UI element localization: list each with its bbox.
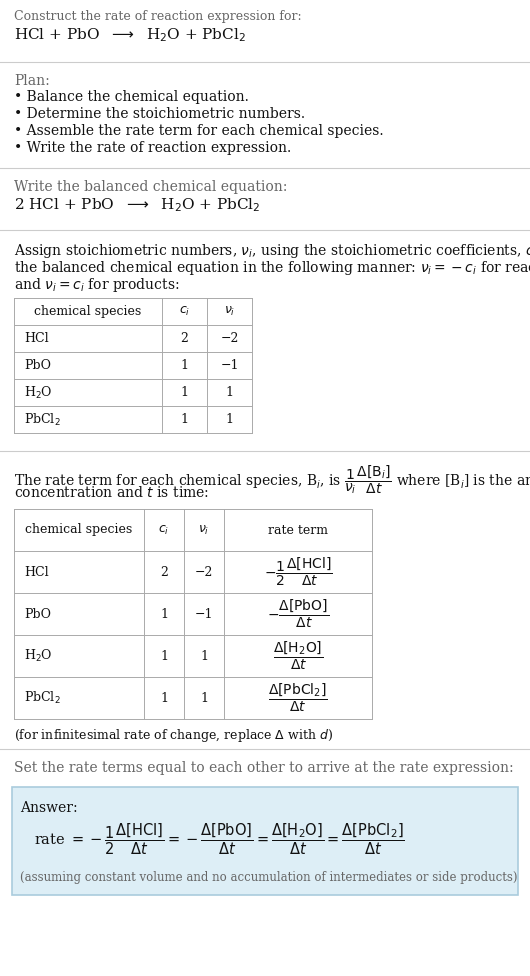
Text: $\nu_i$: $\nu_i$ <box>198 523 210 537</box>
Text: (assuming constant volume and no accumulation of intermediates or side products): (assuming constant volume and no accumul… <box>20 871 517 884</box>
Text: H$_2$O: H$_2$O <box>24 648 52 664</box>
Text: PbO: PbO <box>24 607 51 621</box>
Text: PbCl$_2$: PbCl$_2$ <box>24 412 61 427</box>
Text: H$_2$O: H$_2$O <box>24 385 52 400</box>
Text: • Determine the stoichiometric numbers.: • Determine the stoichiometric numbers. <box>14 107 305 121</box>
Text: 1: 1 <box>181 413 189 426</box>
Text: −1: −1 <box>220 359 238 372</box>
Text: $\dfrac{\Delta[\mathrm{PbCl_2}]}{\Delta t}$: $\dfrac{\Delta[\mathrm{PbCl_2}]}{\Delta … <box>268 682 328 714</box>
Text: HCl: HCl <box>24 565 49 579</box>
Text: 2: 2 <box>160 565 168 579</box>
Text: 1: 1 <box>160 649 168 663</box>
Text: • Write the rate of reaction expression.: • Write the rate of reaction expression. <box>14 141 292 155</box>
Text: 1: 1 <box>200 649 208 663</box>
Text: Write the balanced chemical equation:: Write the balanced chemical equation: <box>14 180 287 194</box>
Text: $-\dfrac{\Delta[\mathrm{PbO}]}{\Delta t}$: $-\dfrac{\Delta[\mathrm{PbO}]}{\Delta t}… <box>267 598 329 630</box>
Text: 1: 1 <box>225 413 234 426</box>
Text: PbCl$_2$: PbCl$_2$ <box>24 690 61 706</box>
Text: 1: 1 <box>160 607 168 621</box>
Text: • Assemble the rate term for each chemical species.: • Assemble the rate term for each chemic… <box>14 124 384 138</box>
Text: 1: 1 <box>160 692 168 705</box>
Text: Set the rate terms equal to each other to arrive at the rate expression:: Set the rate terms equal to each other t… <box>14 761 514 775</box>
Text: rate term: rate term <box>268 523 328 537</box>
Text: 1: 1 <box>181 359 189 372</box>
Text: Construct the rate of reaction expression for:: Construct the rate of reaction expressio… <box>14 10 302 23</box>
Text: The rate term for each chemical species, B$_i$, is $\dfrac{1}{\nu_i}\dfrac{\Delt: The rate term for each chemical species,… <box>14 463 530 496</box>
Text: 1: 1 <box>181 386 189 399</box>
Text: $\dfrac{\Delta[\mathrm{H_2O}]}{\Delta t}$: $\dfrac{\Delta[\mathrm{H_2O}]}{\Delta t}… <box>273 640 323 672</box>
Text: PbO: PbO <box>24 359 51 372</box>
Text: HCl + PbO  $\longrightarrow$  H$_2$O + PbCl$_2$: HCl + PbO $\longrightarrow$ H$_2$O + PbC… <box>14 26 246 44</box>
Text: 1: 1 <box>200 692 208 705</box>
Text: $c_i$: $c_i$ <box>179 305 190 318</box>
Text: the balanced chemical equation in the following manner: $\nu_i = -c_i$ for react: the balanced chemical equation in the fo… <box>14 259 530 277</box>
FancyBboxPatch shape <box>12 787 518 895</box>
Text: rate $= -\dfrac{1}{2}\dfrac{\Delta[\mathrm{HCl}]}{\Delta t} = -\dfrac{\Delta[\ma: rate $= -\dfrac{1}{2}\dfrac{\Delta[\math… <box>34 821 405 857</box>
Text: chemical species: chemical species <box>25 523 132 537</box>
Text: Answer:: Answer: <box>20 801 77 815</box>
Text: HCl: HCl <box>24 332 49 345</box>
Text: −2: −2 <box>195 565 213 579</box>
Text: concentration and $t$ is time:: concentration and $t$ is time: <box>14 485 209 500</box>
Text: −2: −2 <box>220 332 238 345</box>
Text: and $\nu_i = c_i$ for products:: and $\nu_i = c_i$ for products: <box>14 276 180 294</box>
Text: $\nu_i$: $\nu_i$ <box>224 305 235 318</box>
Text: 2 HCl + PbO  $\longrightarrow$  H$_2$O + PbCl$_2$: 2 HCl + PbO $\longrightarrow$ H$_2$O + P… <box>14 196 261 214</box>
Text: Plan:: Plan: <box>14 74 50 88</box>
Text: −1: −1 <box>195 607 213 621</box>
Text: • Balance the chemical equation.: • Balance the chemical equation. <box>14 90 249 104</box>
Text: Assign stoichiometric numbers, $\nu_i$, using the stoichiometric coefficients, $: Assign stoichiometric numbers, $\nu_i$, … <box>14 242 530 260</box>
Text: $c_i$: $c_i$ <box>158 523 170 537</box>
Text: 2: 2 <box>181 332 189 345</box>
Text: chemical species: chemical species <box>34 305 142 318</box>
Text: (for infinitesimal rate of change, replace $\Delta$ with $d$): (for infinitesimal rate of change, repla… <box>14 727 333 744</box>
Text: 1: 1 <box>225 386 234 399</box>
Text: $-\dfrac{1}{2}\dfrac{\Delta[\mathrm{HCl}]}{\Delta t}$: $-\dfrac{1}{2}\dfrac{\Delta[\mathrm{HCl}… <box>264 555 332 589</box>
